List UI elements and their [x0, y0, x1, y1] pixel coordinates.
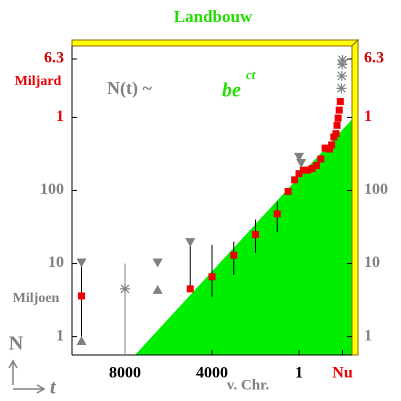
chart-title: Landbouw [174, 7, 253, 26]
data-point [336, 98, 344, 106]
data-point [336, 83, 347, 94]
y-tick-label: 100 [40, 181, 64, 198]
y-axis-label: N [9, 333, 24, 355]
data-point [120, 283, 131, 294]
data-point [334, 114, 342, 122]
y-tick-label: 100 [364, 181, 388, 198]
y-tick-label: 6.3 [44, 50, 64, 67]
data-point [321, 144, 329, 152]
x-tick-label: 1 [295, 365, 303, 382]
data-point [273, 210, 281, 218]
data-point [337, 55, 348, 66]
data-point [291, 176, 299, 184]
data-point [78, 292, 86, 300]
unit-label: Miljard [15, 74, 62, 89]
data-point [308, 164, 316, 172]
y-tick-label: 10 [48, 254, 64, 271]
x-axis-label: t [50, 377, 57, 399]
fit-area [135, 119, 352, 355]
x-tick-label: 8000 [109, 365, 141, 382]
data-point [251, 230, 259, 238]
y-tick-label: 1 [364, 108, 372, 125]
data-point [152, 284, 163, 294]
frame-right [351, 38, 359, 356]
formula-exponent: ct [246, 67, 256, 82]
formula-right: be [222, 80, 241, 102]
data-point [76, 335, 87, 345]
data-point [325, 145, 333, 153]
data-point [230, 251, 238, 259]
arrow-right-head [36, 384, 46, 394]
data-point [335, 106, 343, 114]
x-tick-label: 4000 [196, 365, 228, 382]
y-tick-label: 1 [56, 327, 64, 344]
data-point [294, 152, 305, 162]
data-point [332, 130, 340, 138]
unit-label: Miljoen [13, 291, 60, 306]
y-tick-label: 1 [56, 108, 64, 125]
data-point [208, 273, 216, 281]
data-point [284, 187, 292, 195]
data-point [152, 258, 163, 268]
frame-top [71, 39, 360, 47]
data-point [295, 170, 303, 178]
y-tick-label: 6.3 [364, 50, 384, 67]
data-point [186, 285, 194, 293]
y-tick-label: 10 [364, 254, 380, 271]
data-point [328, 141, 336, 149]
plot-area [135, 119, 352, 355]
arrow-up-head [8, 359, 18, 369]
data-point [333, 121, 341, 129]
data-point [304, 166, 312, 174]
x-annotation: v. Chr. [227, 377, 270, 393]
data-point [296, 159, 307, 169]
data-point [312, 161, 320, 169]
formula-left: N(t) ~ [107, 78, 152, 99]
data-point [185, 238, 196, 248]
data-point [317, 155, 325, 163]
data-point [299, 166, 307, 174]
y-tick-label: 1 [364, 327, 372, 344]
x-tick-label: Nu [332, 365, 353, 382]
data-point [336, 70, 347, 81]
data-point [76, 258, 87, 268]
